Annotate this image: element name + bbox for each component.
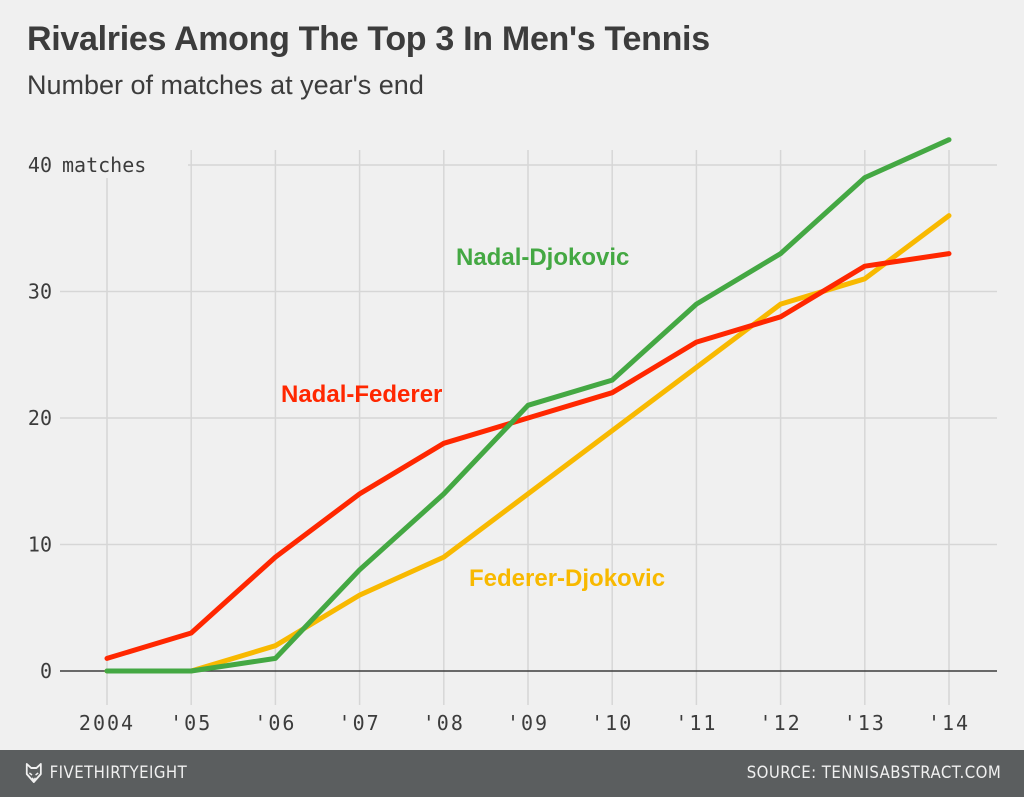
- series-label-federer-djokovic: Federer-Djokovic: [469, 565, 665, 592]
- chart-subtitle: Number of matches at year's end: [27, 70, 424, 100]
- chart-title: Rivalries Among The Top 3 In Men's Tenni…: [27, 20, 710, 58]
- x-tick-label: '05: [170, 711, 212, 735]
- y-tick-label: 0: [40, 659, 52, 683]
- y-tick-label: 40: [28, 153, 52, 177]
- y-tick-label: 30: [28, 280, 52, 304]
- x-tick-label: '07: [339, 711, 381, 735]
- series-label-nadal-federer: Nadal-Federer: [281, 381, 442, 408]
- x-tick-label: '13: [844, 711, 886, 735]
- x-tick-label: '12: [760, 711, 802, 735]
- series-line-nadal-djokovic: [104, 137, 952, 674]
- brand-logo: FIVETHIRTYEIGHT: [25, 762, 187, 784]
- x-tick-label: '10: [591, 711, 633, 735]
- line-chart: 0 10 20 30 40 matches 2004 '05 '06 '07 '08 '09 '10 '…: [28, 137, 997, 735]
- series-line-nadal-federer: [104, 251, 952, 661]
- y-unit-label: matches: [62, 153, 146, 177]
- grid-lines: [58, 150, 997, 705]
- fox-logo-icon: [25, 763, 42, 783]
- y-axis-ticks: 0 10 20 30 40 matches: [28, 153, 146, 683]
- y-tick-label: 10: [28, 533, 52, 557]
- y-tick-label: 20: [28, 406, 52, 430]
- x-tick-label: '09: [507, 711, 549, 735]
- y-unit-label-background: [58, 150, 186, 178]
- brand-name: FIVETHIRTYEIGHT: [49, 763, 188, 783]
- series-label-nadal-djokovic: Nadal-Djokovic: [456, 244, 629, 271]
- x-tick-label: '06: [254, 711, 296, 735]
- x-tick-label: '11: [675, 711, 717, 735]
- source-credit: SOURCE: TENNISABSTRACT.COM: [746, 763, 1001, 783]
- x-axis-ticks: 2004 '05 '06 '07 '08 '09 '10 '11 '12 '13 '14: [79, 711, 970, 735]
- x-tick-label: 2004: [79, 711, 135, 735]
- series-lines: [104, 137, 952, 674]
- series-labels: Nadal-Djokovic Nadal-Federer Federer-Djoko…: [281, 244, 665, 592]
- x-tick-label: '14: [928, 711, 970, 735]
- footer-bar: FIVETHIRTYEIGHT SOURCE: TENNISABSTRACT.C…: [0, 750, 1024, 797]
- series-line-federer-djokovic: [104, 213, 952, 674]
- x-tick-label: '08: [423, 711, 465, 735]
